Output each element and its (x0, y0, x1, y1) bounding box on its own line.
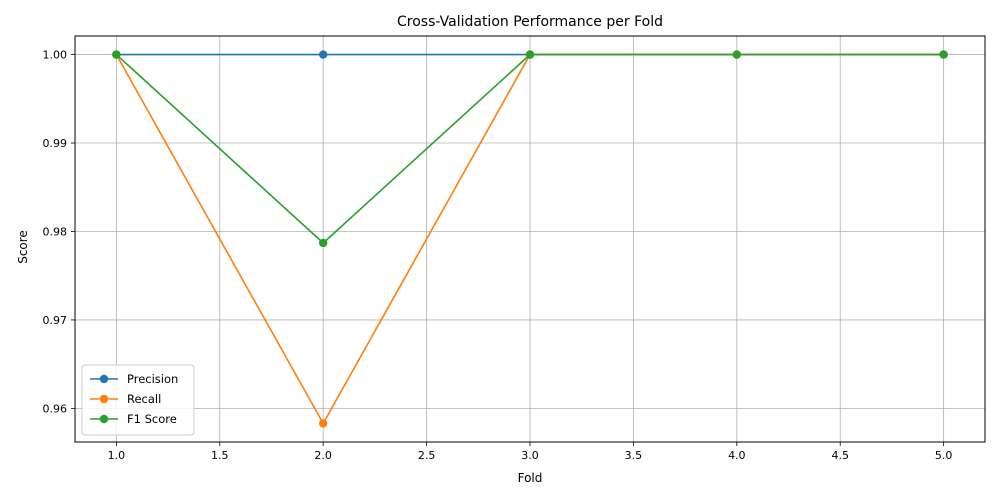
x-tick-label: 3.5 (625, 449, 643, 462)
legend-marker (99, 394, 109, 404)
data-point-precision (318, 50, 328, 59)
x-tick-label: 2.5 (418, 449, 436, 462)
data-point-recall (318, 419, 328, 428)
y-tick-label: 0.97 (43, 314, 68, 327)
x-tick-label: 3.0 (521, 449, 539, 462)
y-tick-label: 0.99 (43, 137, 68, 150)
legend: Precision Recall F1 Score (81, 364, 195, 436)
legend-item-precision: Precision (90, 372, 178, 386)
series-f1-score (112, 50, 948, 248)
legend-marker (99, 374, 109, 384)
x-tick-label: 1.5 (211, 449, 229, 462)
series-layer (112, 50, 948, 428)
chart-title: Cross-Validation Performance per Fold (397, 14, 663, 30)
data-point-f1-score (939, 50, 948, 59)
y-axis: 0.96 0.97 0.98 0.99 1.00 (43, 49, 75, 415)
y-tick-label: 0.98 (43, 225, 68, 238)
x-tick-label: 4.0 (728, 449, 746, 462)
legend-item-recall: Recall (90, 392, 161, 406)
data-point-f1-score (525, 50, 535, 59)
data-point-f1-score (112, 50, 121, 59)
x-tick-label: 4.5 (831, 449, 849, 462)
y-axis-label: Score (16, 230, 30, 264)
x-axis: 1.0 1.5 2.0 2.5 3.0 3.5 4.0 4.5 5.0 (108, 442, 953, 462)
legend-marker (99, 414, 109, 424)
data-point-f1-score (318, 238, 328, 248)
data-point-f1-score (732, 50, 742, 59)
grid (75, 36, 985, 442)
legend-item-f1-score: F1 Score (90, 412, 177, 426)
x-tick-label: 2.0 (314, 449, 332, 462)
legend-label: Recall (127, 392, 161, 406)
y-tick-label: 1.00 (43, 49, 68, 62)
legend-box (81, 364, 195, 436)
x-tick-label: 1.0 (108, 449, 126, 462)
x-tick-label: 5.0 (935, 449, 953, 462)
y-tick-label: 0.96 (43, 402, 68, 415)
x-axis-label: Fold (518, 471, 543, 485)
legend-label: F1 Score (127, 412, 177, 426)
legend-label: Precision (127, 372, 178, 386)
